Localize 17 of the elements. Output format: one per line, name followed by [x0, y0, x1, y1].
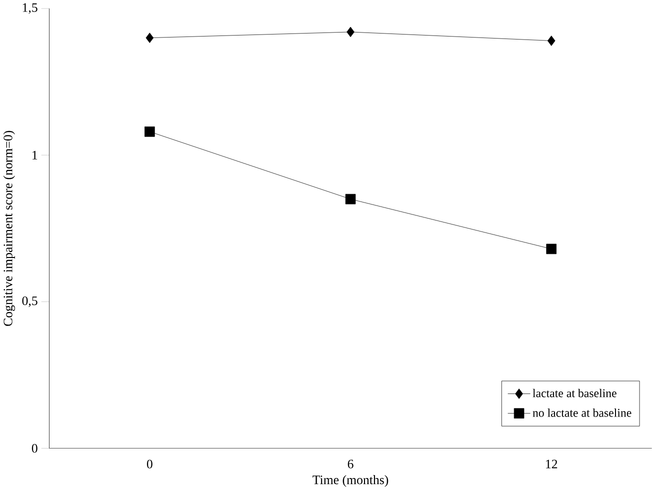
x-tick-label: 0: [146, 460, 152, 468]
legend-label: no lactate at baseline: [532, 408, 632, 417]
legend-label: lactate at baseline: [532, 388, 616, 398]
point: [146, 32, 154, 43]
y-tick-label: 0: [32, 444, 38, 453]
point: [345, 194, 356, 204]
point: [546, 244, 557, 254]
y-tick-label: 1,5: [22, 3, 38, 14]
x-tick-label: 12: [546, 460, 558, 468]
point: [144, 126, 155, 137]
point: [547, 36, 556, 46]
x-axis-title: Time (months): [312, 475, 388, 487]
x-tick-label: 6: [348, 460, 354, 468]
point: [346, 26, 354, 38]
y-tick-label: 1: [32, 150, 38, 160]
y-axis-title: Cognitive impairment score (norm=0): [3, 130, 15, 326]
y-tick-label: 0,5: [22, 296, 38, 307]
